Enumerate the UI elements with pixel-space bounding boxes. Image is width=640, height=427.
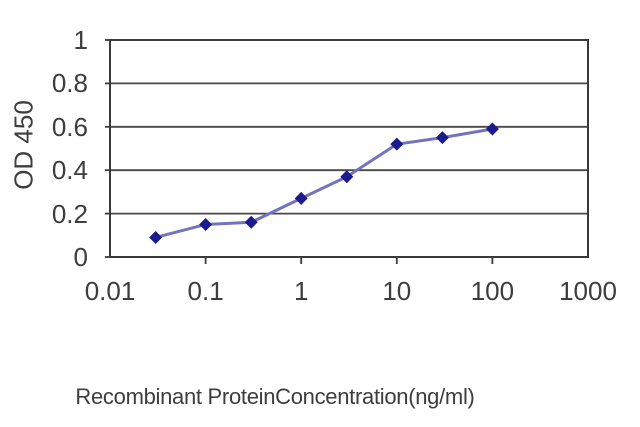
y-tick-label: 0.4: [51, 155, 88, 186]
y-tick-label: 0: [73, 242, 88, 272]
x-tick-label: 1: [293, 276, 309, 306]
data-point-marker: [294, 191, 308, 205]
data-point-marker: [199, 217, 213, 231]
x-tick-label: 0.1: [187, 276, 224, 306]
data-point-marker: [390, 137, 404, 151]
y-tick-label: 0.2: [51, 198, 88, 229]
data-point-marker: [485, 122, 499, 136]
x-tick-label: 100: [470, 276, 515, 306]
x-tick-label: 10: [382, 276, 412, 306]
x-tick-label: 1000: [559, 276, 617, 306]
data-point-marker: [340, 170, 354, 184]
y-tick-label: 1: [73, 25, 88, 55]
data-line: [155, 127, 493, 239]
y-tick-label: 0.8: [51, 68, 88, 99]
y-tick-label: 0.6: [51, 111, 88, 142]
plot-border: [109, 39, 589, 258]
data-point-marker: [244, 215, 258, 229]
data-point-marker: [435, 131, 449, 145]
x-tick-label: 0.01: [84, 276, 136, 306]
x-axis-title: Recombinant ProteinConcentration(ng/ml): [75, 384, 475, 409]
data-point-marker: [149, 230, 163, 244]
